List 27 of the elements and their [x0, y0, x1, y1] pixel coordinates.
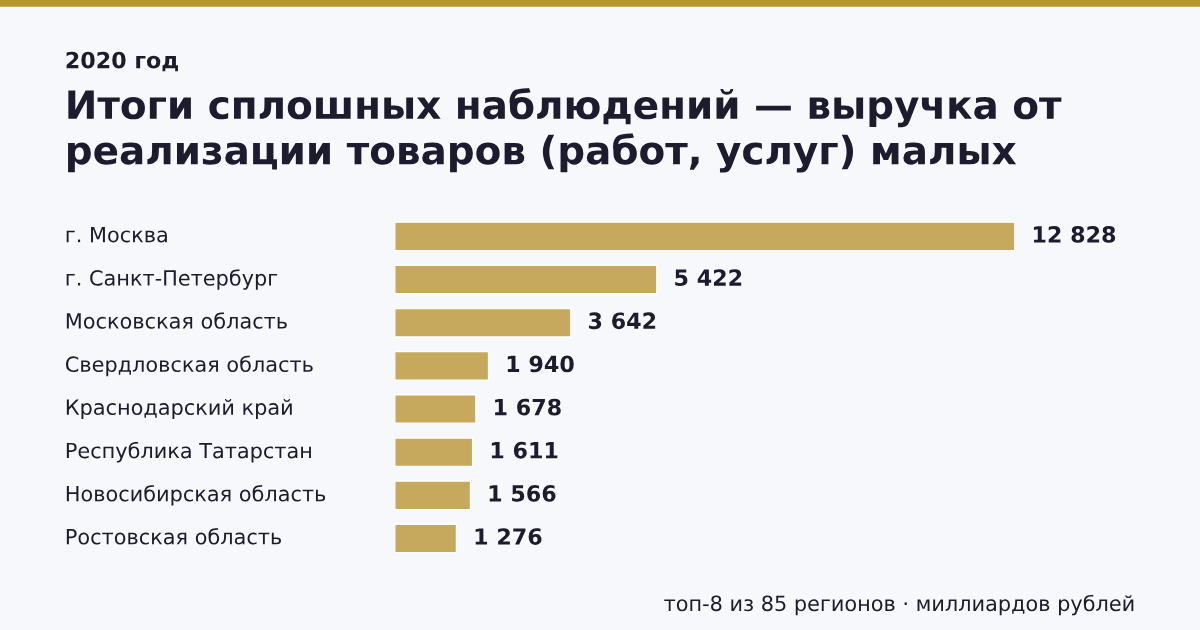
y-tick-label: г. Санкт-Петербург: [66, 269, 278, 290]
y-tick-label: Новосибирская область: [66, 485, 326, 506]
bar: [394, 350, 490, 381]
y-tick-label: Республика Татарстан: [66, 441, 311, 463]
bar: [394, 437, 474, 468]
data-label: 3 642: [588, 312, 656, 330]
data-label: 1 611: [491, 441, 558, 459]
bar: [394, 480, 472, 511]
data-label: 1 940: [507, 355, 574, 373]
text: 2020 год: [66, 51, 178, 72]
data-label: 1 678: [495, 398, 561, 416]
data-label: 5 422: [675, 269, 742, 287]
data-label: 12 828: [1033, 226, 1116, 243]
y-tick-label: Свердловская область: [65, 355, 313, 377]
bar: [394, 394, 477, 424]
y-tick-label: г. Москва: [66, 226, 167, 243]
data-label: 1 566: [489, 485, 556, 502]
bar: [394, 264, 658, 295]
bar: [394, 523, 458, 554]
y-tick-label: Московская область: [66, 312, 287, 329]
y-tick-label: Ростовская область: [66, 528, 281, 545]
bar: [394, 307, 572, 338]
chart-title: Итоги сплошных наблюдений — выручка от реализации товаров (работ, услуг) малых: [68, 88, 1062, 173]
bar: [394, 221, 1016, 252]
text: топ-8 из 85 регионов · миллиардов рублей: [664, 594, 1134, 616]
data-label: 1 276: [475, 528, 542, 545]
y-tick-label: Краснодарский край: [66, 399, 292, 420]
